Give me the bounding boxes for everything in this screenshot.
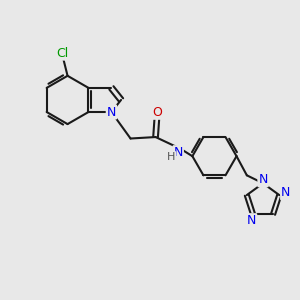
Text: N: N: [281, 186, 290, 199]
Text: Cl: Cl: [56, 46, 68, 60]
Text: H: H: [167, 152, 176, 162]
Text: N: N: [258, 173, 268, 186]
Text: N: N: [107, 106, 116, 118]
Text: O: O: [152, 106, 162, 119]
Text: N: N: [174, 146, 183, 159]
Text: N: N: [247, 214, 256, 227]
